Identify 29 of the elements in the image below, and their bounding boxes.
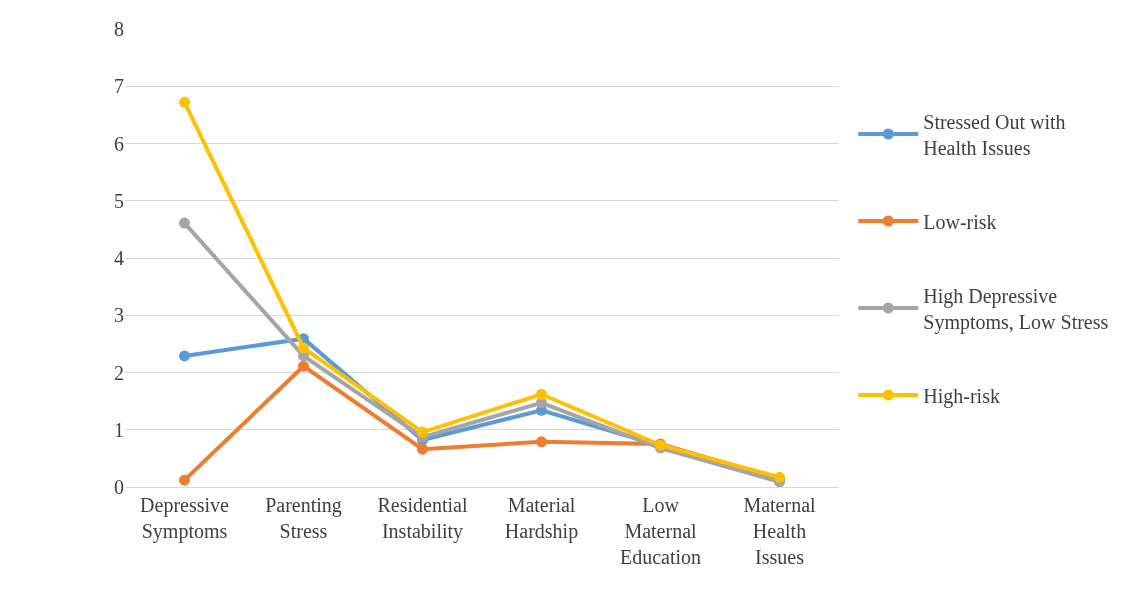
y-tick-label: 3 — [114, 304, 124, 327]
y-tick-label: 1 — [114, 418, 124, 441]
point — [179, 350, 190, 362]
x-tick-label: Low Maternal Education — [619, 494, 702, 568]
y-tick-label: 2 — [114, 361, 124, 384]
x-tick-label: Parenting Stress — [265, 494, 342, 542]
y-tick-label: 6 — [114, 132, 124, 155]
point — [417, 426, 428, 438]
y-tick-label: 8 — [114, 18, 124, 40]
legend-label: High Depressive Symptoms, Low Stress — [923, 284, 1109, 334]
point — [298, 342, 309, 354]
legend-label: High-risk — [923, 384, 1000, 408]
y-tick-label: 0 — [114, 476, 124, 498]
point — [179, 217, 190, 229]
legend-label: Stressed Out with Health Issues — [923, 110, 1066, 159]
y-tick-label: 7 — [114, 75, 124, 98]
x-tick-label: Material Hardship — [504, 494, 579, 543]
point — [417, 443, 428, 455]
x-tick-label: Residential Instability — [377, 494, 468, 543]
legend-label: Low-risk — [923, 210, 997, 233]
point — [536, 388, 547, 400]
point — [298, 360, 309, 372]
y-tick-label: 5 — [114, 189, 124, 212]
point — [536, 436, 547, 448]
point — [179, 474, 190, 486]
x-tick-label: Maternal Health Issues — [743, 494, 817, 568]
y-tick-label: 4 — [114, 247, 124, 269]
x-tick-label: Depressive Symptoms — [140, 494, 230, 543]
point — [179, 96, 190, 108]
